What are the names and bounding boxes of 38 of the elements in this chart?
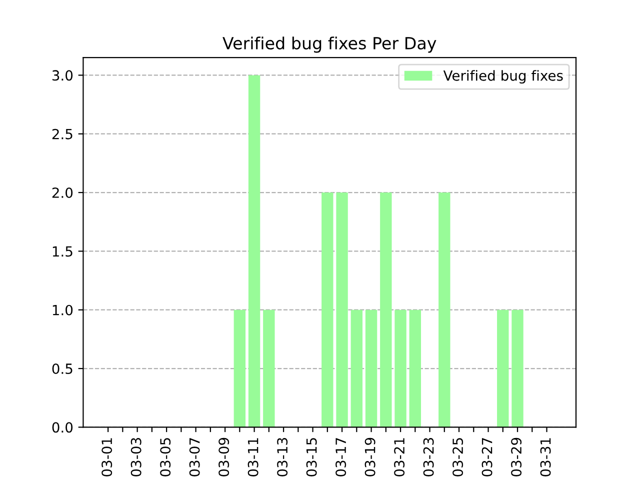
x-tick-label: 03-15	[306, 438, 317, 476]
x-tick-label: 03-13	[277, 438, 288, 476]
bar	[336, 192, 348, 428]
bar	[512, 310, 524, 428]
y-tick-label: 0.0	[52, 422, 73, 433]
y-tick-label: 1.5	[52, 246, 72, 257]
x-tick-label: 03-05	[160, 438, 171, 476]
x-tick-label: 03-09	[218, 438, 230, 476]
x-tick-label: 03-27	[482, 438, 492, 476]
x-tick-label: 03-29	[511, 438, 522, 476]
bar	[497, 310, 509, 428]
x-tick-label: 03-03	[130, 438, 142, 476]
y-tick-label: 3.0	[52, 70, 73, 81]
x-tick-label: 03-31	[540, 438, 551, 476]
x-tick-label: 03-25	[452, 438, 464, 476]
x-tick-label: 03-07	[189, 438, 200, 476]
bar	[263, 310, 275, 428]
x-tick-label: 03-19	[364, 438, 376, 476]
x-tick-label: 03-23	[423, 438, 434, 476]
bar	[394, 310, 406, 428]
x-tick-label: 03-01	[102, 438, 112, 476]
legend-label: Verified bug fixes	[443, 70, 563, 84]
bar	[365, 310, 378, 428]
bar	[234, 310, 246, 428]
chart-title: Verified bug fixes Per Day	[222, 36, 436, 53]
x-tick-label: 03-11	[248, 438, 258, 476]
bar	[409, 310, 421, 428]
y-tick-label: 1.0	[52, 304, 73, 316]
bar	[350, 310, 362, 428]
bar	[248, 75, 260, 428]
y-tick-label: 0.5	[52, 364, 72, 374]
bar	[438, 192, 450, 428]
x-tick-label: 03-21	[394, 438, 405, 476]
y-tick-label: 2.0	[52, 188, 73, 198]
bar	[322, 192, 334, 428]
y-tick-label: 2.5	[52, 128, 72, 140]
bar	[380, 192, 392, 428]
x-tick-label: 03-17	[336, 438, 346, 476]
